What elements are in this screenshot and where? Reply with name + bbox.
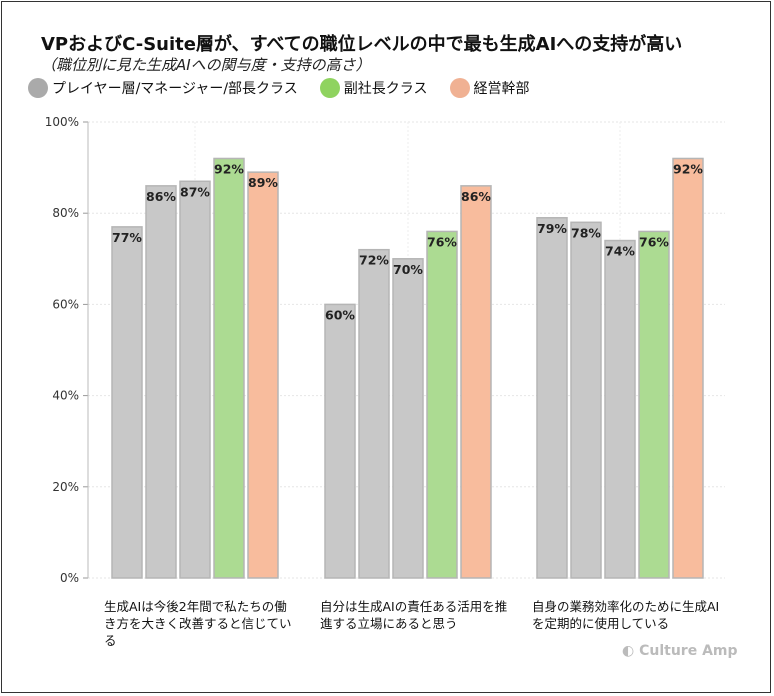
legend-label: プレイヤー層/マネージャー/部長クラス — [52, 81, 298, 97]
category-label: 自身の業務効率化のために生成AIを定期的に使用している — [532, 599, 720, 631]
bar — [392, 258, 424, 579]
brand-text: Culture Amp — [639, 643, 738, 659]
data-label: 92% — [673, 161, 703, 176]
bar — [460, 185, 492, 579]
bar — [570, 221, 602, 579]
legend-item-player: プレイヤー層/マネージャー/部長クラス — [28, 78, 298, 98]
bar — [426, 230, 458, 579]
y-tick-label: 80% — [52, 206, 79, 220]
data-label: 89% — [248, 175, 278, 190]
data-label: 70% — [393, 262, 423, 277]
legend-item-vp: 副社長クラス — [319, 78, 428, 98]
chart-subtitle: （職位別に見た生成AIへの関与度・支持の高さ） — [41, 56, 371, 74]
data-label: 72% — [359, 253, 389, 268]
bar — [111, 226, 143, 579]
legend-label: 副社長クラス — [343, 81, 428, 97]
y-tick-label: 100% — [45, 115, 79, 129]
bar — [536, 217, 568, 579]
category-label: 自分は生成AIの責任ある活用を推進する立場にあると思う — [320, 599, 508, 631]
bar — [672, 157, 704, 579]
legend: プレイヤー層/マネージャー/部長クラス 副社長クラス 経営幹部 — [28, 78, 552, 98]
data-label: 86% — [461, 189, 491, 204]
data-label: 79% — [537, 221, 567, 236]
category-label: 生成AIは今後2年間で私たちの働き方を大きく改善すると信じている — [104, 599, 292, 648]
y-tick-label: 40% — [52, 389, 79, 403]
bar — [638, 230, 670, 579]
data-label: 78% — [571, 225, 601, 240]
bar — [179, 180, 211, 579]
data-label: 77% — [112, 230, 142, 245]
data-label: 60% — [325, 307, 355, 322]
legend-swatch — [28, 78, 48, 98]
data-label: 76% — [427, 234, 457, 249]
data-label: 74% — [605, 244, 635, 259]
culture-amp-logo: ◐ Culture Amp — [622, 643, 738, 659]
legend-swatch — [319, 78, 340, 98]
data-label: 87% — [180, 184, 210, 199]
bar — [247, 171, 279, 579]
y-tick-label: 20% — [52, 480, 79, 494]
bar — [324, 303, 356, 579]
y-tick-label: 0% — [60, 571, 79, 585]
data-label: 86% — [146, 189, 176, 204]
legend-swatch — [449, 78, 470, 98]
legend-item-csuite: 経営幹部 — [449, 78, 530, 98]
data-label: 76% — [639, 234, 669, 249]
bar — [358, 248, 390, 579]
legend-label: 経営幹部 — [473, 81, 530, 97]
bar — [145, 185, 177, 579]
chart-title: VPおよびC-Suite層が、すべての職位レベルの中で最も生成AIへの支持が高い — [41, 34, 683, 55]
data-label: 92% — [214, 161, 244, 176]
y-tick-label: 60% — [52, 297, 79, 311]
bar — [213, 157, 245, 579]
bar — [604, 239, 636, 579]
